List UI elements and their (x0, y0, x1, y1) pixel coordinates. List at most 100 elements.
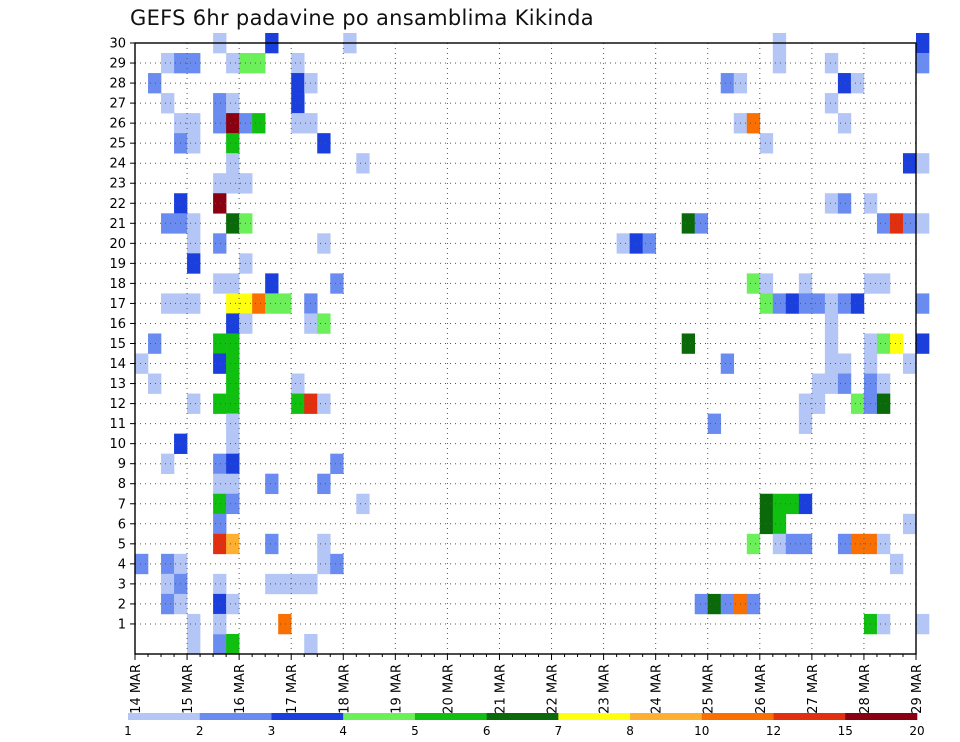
heatmap-cell (824, 93, 839, 114)
heatmap-cell (824, 293, 839, 314)
heatmap-cell (148, 73, 162, 94)
heatmap-cell (226, 353, 240, 374)
heatmap-cell (902, 513, 917, 535)
heatmap-cell (161, 453, 175, 475)
heatmap-cell (161, 293, 175, 314)
heatmap-cell (291, 73, 305, 94)
heatmap-cell (148, 373, 162, 394)
heatmap-cell (161, 53, 175, 74)
heatmap-cell (161, 553, 175, 575)
heatmap-cell (759, 493, 774, 515)
heatmap-cell (811, 393, 826, 414)
heatmap-cell (291, 393, 305, 414)
heatmap-cell (213, 493, 227, 515)
heatmap-cell (161, 93, 175, 114)
heatmap-cell (837, 353, 852, 374)
y-tick-label: 20 (109, 237, 126, 252)
y-tick-label: 3 (118, 577, 126, 592)
x-tick-label: 27 MAR (806, 664, 821, 714)
heatmap-cell (291, 93, 305, 114)
heatmap-cell (226, 133, 240, 154)
heatmap-cell (226, 433, 240, 454)
heatmap-cell (824, 313, 839, 334)
heatmap-cell (850, 293, 865, 314)
heatmap-cell (902, 213, 917, 234)
heatmap-cell (213, 393, 227, 414)
x-tick-label: 17 MAR (285, 664, 300, 714)
heatmap-cell (278, 293, 292, 314)
y-tick-label: 22 (109, 197, 126, 212)
heatmap-cell (707, 593, 722, 615)
heatmap-cell (759, 273, 774, 294)
heatmap-cell (772, 493, 787, 515)
heatmap-cell (629, 233, 643, 254)
heatmap-cell (916, 32, 930, 54)
heatmap-cell (916, 293, 930, 314)
x-tick-label: 23 MAR (598, 664, 613, 714)
heatmap-cell (265, 273, 279, 294)
colorbar-label: 1 (124, 724, 132, 738)
heatmap-cell (213, 233, 227, 254)
heatmap-cell (226, 373, 240, 394)
heatmap-cell (746, 113, 761, 134)
heatmap-cell (252, 53, 266, 74)
colorbar-segment (128, 713, 201, 720)
heatmap-cell (837, 533, 852, 555)
y-tick-label: 29 (109, 57, 126, 72)
x-tick-label: 29 MAR (910, 664, 925, 714)
y-tick-label: 4 (118, 557, 126, 572)
heatmap-cell (187, 253, 201, 274)
colorbar-label: 7 (555, 724, 563, 738)
y-tick-label: 18 (109, 277, 126, 292)
heatmap-cell (187, 633, 201, 655)
y-tick-label: 24 (109, 157, 126, 172)
y-tick-label: 30 (109, 37, 126, 52)
heatmap-cell (720, 353, 735, 374)
heatmap-cell (759, 293, 774, 314)
heatmap-cell (759, 133, 774, 154)
colorbar-label: 4 (339, 724, 347, 738)
x-tick-label: 25 MAR (702, 664, 717, 714)
colorbar-segment (343, 713, 416, 720)
heatmap-cell (226, 293, 240, 314)
heatmap-cell (876, 373, 891, 394)
y-tick-label: 5 (118, 537, 126, 552)
y-tick-label: 19 (109, 257, 126, 272)
heatmap-cell (616, 233, 630, 254)
heatmap-cell (824, 53, 839, 74)
heatmap-cell (187, 293, 201, 314)
colorbar-label: 2 (196, 724, 204, 738)
heatmap-cell (317, 133, 331, 154)
heatmap-cell (876, 333, 891, 354)
x-tick-label: 16 MAR (233, 664, 248, 714)
heatmap-cell (785, 533, 800, 555)
heatmap-cell (213, 633, 227, 655)
x-tick-label: 20 MAR (441, 664, 456, 714)
colorbar-segment (271, 713, 344, 720)
x-tick-label: 21 MAR (493, 664, 508, 714)
heatmap-cell (902, 353, 917, 374)
heatmap-cell (213, 473, 227, 495)
heatmap-cell (226, 413, 240, 434)
heatmap-cell (213, 573, 227, 595)
heatmap-cell (213, 173, 227, 194)
heatmap-cell (187, 393, 201, 414)
heatmap-cell (317, 533, 331, 555)
heatmap-cell (837, 193, 852, 214)
heatmap-cell (317, 553, 331, 575)
heatmap-cell (889, 333, 904, 354)
y-tick-label: 12 (109, 397, 126, 412)
x-tick-label: 22 MAR (546, 664, 561, 714)
colorbar-segment (773, 713, 846, 720)
heatmap-cell (876, 533, 891, 555)
heatmap-cell (187, 133, 201, 154)
heatmap-cell (213, 533, 227, 555)
heatmap-cell (317, 313, 331, 334)
heatmap-cell (161, 593, 175, 615)
heatmap-cell (824, 193, 839, 214)
heatmap-cell (772, 533, 787, 555)
heatmap-cell (330, 553, 344, 575)
heatmap-cell (916, 613, 930, 635)
y-tick-label: 15 (109, 337, 126, 352)
